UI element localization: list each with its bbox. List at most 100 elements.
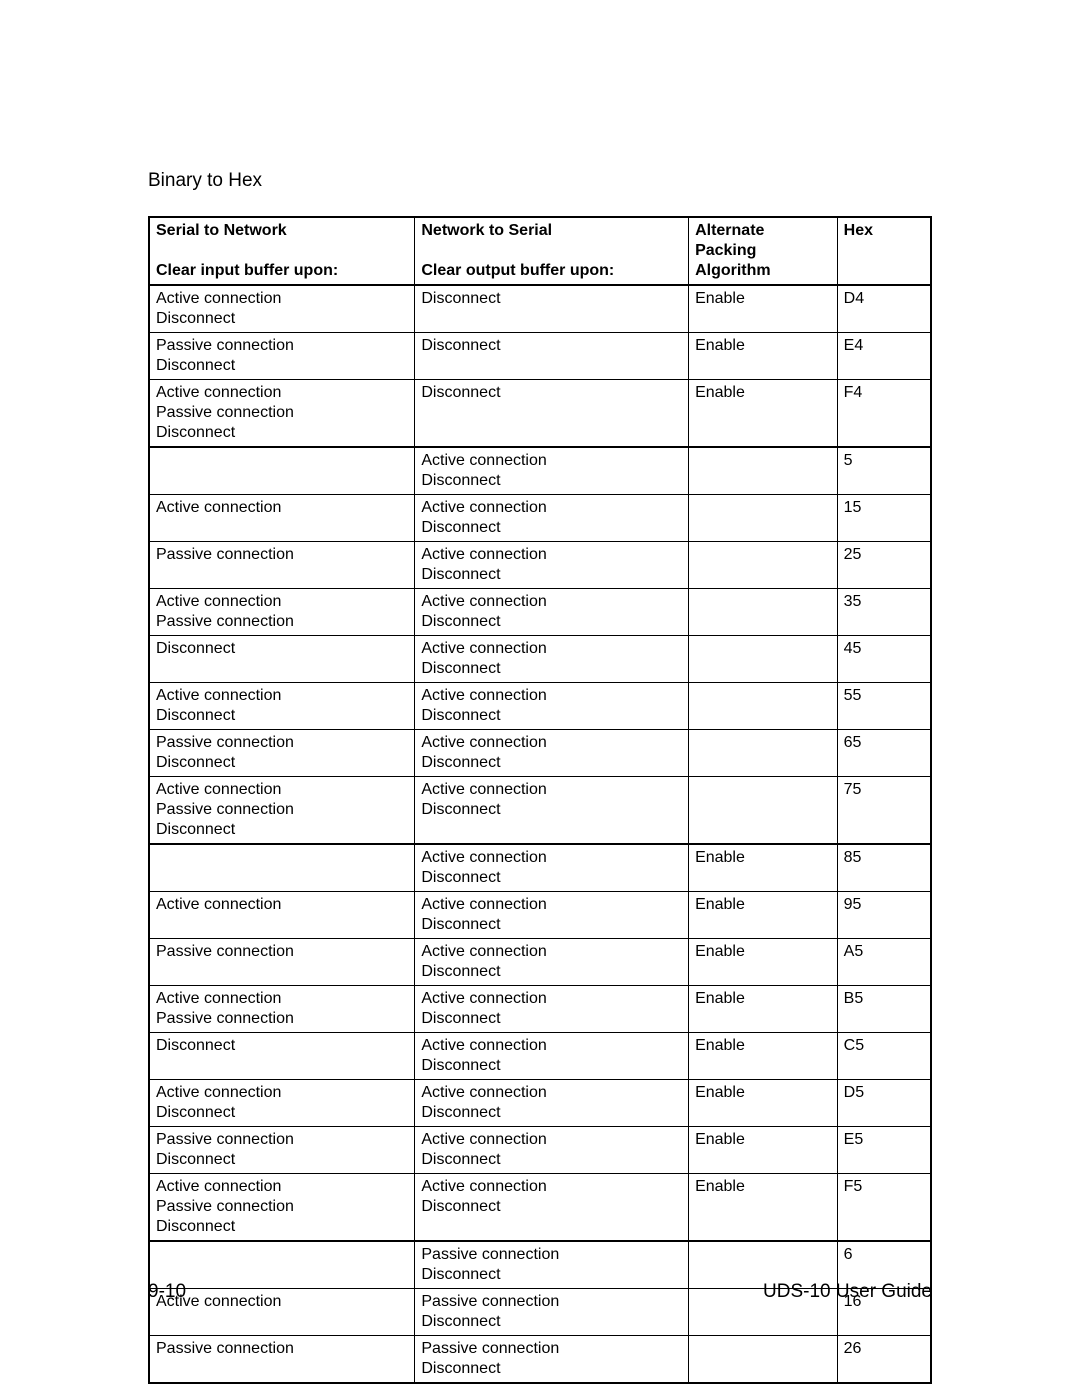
table-cell: Active connectionDisconnect <box>415 636 689 683</box>
table-row: Passive connectionDisconnectActive conne… <box>149 730 931 777</box>
table-row: Active connectionPassive connectionDisco… <box>149 380 931 448</box>
table-cell: 25 <box>837 542 931 589</box>
table-cell <box>149 447 415 495</box>
table-cell: Enable <box>689 1080 838 1127</box>
table-row: Active connectionDisconnectEnable85 <box>149 844 931 892</box>
table-row: Active connectionDisconnectActive connec… <box>149 683 931 730</box>
table-cell: Passive connectionDisconnect <box>149 333 415 380</box>
table-cell: Active connectionDisconnect <box>149 683 415 730</box>
table-row: Active connectionDisconnect 5 <box>149 447 931 495</box>
table-row: Active connectionPassive connectionDisco… <box>149 1174 931 1242</box>
table-header: Serial to Network Clear input buffer upo… <box>149 217 931 285</box>
table-cell: Enable <box>689 285 838 333</box>
table-cell: 85 <box>837 844 931 892</box>
footer-page-number: 9-10 <box>148 1281 186 1303</box>
table-cell: Active connectionDisconnect <box>415 542 689 589</box>
table-cell: Active connectionDisconnect <box>415 986 689 1033</box>
table-cell: Passive connectionDisconnect <box>149 730 415 777</box>
table-cell: Active connectionDisconnect <box>415 892 689 939</box>
table-cell <box>689 542 838 589</box>
table-row: Active connectionPassive connectionDisco… <box>149 777 931 845</box>
table-cell: Passive connectionDisconnect <box>415 1336 689 1384</box>
col-header-alternate-packing: Alternate Packing Algorithm <box>689 217 838 285</box>
table-row: Active connectionActive connectionDiscon… <box>149 892 931 939</box>
table-row: DisconnectActive connectionDisconnectEna… <box>149 1033 931 1080</box>
table-cell: Disconnect <box>149 1033 415 1080</box>
table-cell: C5 <box>837 1033 931 1080</box>
table-cell: Enable <box>689 939 838 986</box>
table-cell: 26 <box>837 1336 931 1384</box>
table-cell <box>689 636 838 683</box>
table-row: Passive connectionPassive connectionDisc… <box>149 1336 931 1384</box>
table-cell: 45 <box>837 636 931 683</box>
table-cell: Active connectionDisconnect <box>415 1080 689 1127</box>
table-cell: Disconnect <box>415 285 689 333</box>
table-cell <box>689 495 838 542</box>
table-cell: 95 <box>837 892 931 939</box>
col-header-hex: Hex <box>837 217 931 285</box>
page-title: Binary to Hex <box>148 170 932 192</box>
table-cell: Active connectionDisconnect <box>415 730 689 777</box>
table-cell: Active connectionPassive connection <box>149 589 415 636</box>
table-cell: Active connectionPassive connectionDisco… <box>149 380 415 448</box>
table-row: Active connectionPassive connectionActiv… <box>149 589 931 636</box>
table-cell <box>689 589 838 636</box>
page-footer: 9-10 UDS-10 User Guide <box>148 1281 932 1303</box>
table-cell <box>149 844 415 892</box>
table-cell: Enable <box>689 1174 838 1242</box>
table-cell <box>689 1336 838 1384</box>
table-cell: Active connection <box>149 892 415 939</box>
binary-to-hex-table: Serial to Network Clear input buffer upo… <box>148 216 932 1384</box>
table-body: Active connectionDisconnectDisconnectEna… <box>149 285 931 1383</box>
table-cell <box>689 730 838 777</box>
table-cell: A5 <box>837 939 931 986</box>
table-cell: Active connectionDisconnect <box>415 589 689 636</box>
table-cell: Active connectionDisconnect <box>415 495 689 542</box>
col-header-serial-to-network: Serial to Network Clear input buffer upo… <box>149 217 415 285</box>
table-cell: Active connectionDisconnect <box>415 1033 689 1080</box>
table-cell: Active connectionDisconnect <box>149 285 415 333</box>
table-cell: Active connectionPassive connection <box>149 986 415 1033</box>
table-cell: Active connectionPassive connectionDisco… <box>149 1174 415 1242</box>
table-cell: Passive connection <box>149 939 415 986</box>
table-row: Passive connectionActive connectionDisco… <box>149 939 931 986</box>
table-row: Active connectionDisconnectDisconnectEna… <box>149 285 931 333</box>
table-cell: Disconnect <box>149 636 415 683</box>
table-cell <box>689 777 838 845</box>
table-cell: Active connectionDisconnect <box>415 447 689 495</box>
table-row: Passive connectionDisconnectActive conne… <box>149 1127 931 1174</box>
table-cell: 5 <box>837 447 931 495</box>
table-cell: Active connectionPassive connectionDisco… <box>149 777 415 845</box>
table-cell: 65 <box>837 730 931 777</box>
table-cell: Passive connectionDisconnect <box>149 1127 415 1174</box>
table-cell: Active connectionDisconnect <box>415 683 689 730</box>
table-cell <box>689 683 838 730</box>
table-cell <box>689 447 838 495</box>
table-cell: Enable <box>689 844 838 892</box>
table-cell: Active connectionDisconnect <box>415 1174 689 1242</box>
table-cell: 15 <box>837 495 931 542</box>
table-row: Passive connectionDisconnectDisconnectEn… <box>149 333 931 380</box>
table-cell: Passive connection <box>149 542 415 589</box>
table-cell: Active connectionDisconnect <box>149 1080 415 1127</box>
table-cell: E5 <box>837 1127 931 1174</box>
table-row: DisconnectActive connectionDisconnect 45 <box>149 636 931 683</box>
table-cell: 55 <box>837 683 931 730</box>
table-cell: Enable <box>689 892 838 939</box>
page: Binary to Hex Serial to Network Clear in… <box>0 0 1080 1397</box>
table-cell: D5 <box>837 1080 931 1127</box>
table-cell: Passive connection <box>149 1336 415 1384</box>
table-row: Active connectionPassive connectionActiv… <box>149 986 931 1033</box>
table-cell: Enable <box>689 333 838 380</box>
table-cell: Enable <box>689 986 838 1033</box>
col-header-network-to-serial: Network to Serial Clear output buffer up… <box>415 217 689 285</box>
table-cell: E4 <box>837 333 931 380</box>
table-cell: Enable <box>689 380 838 448</box>
table-cell: Active connectionDisconnect <box>415 939 689 986</box>
table-cell: F5 <box>837 1174 931 1242</box>
table-cell: B5 <box>837 986 931 1033</box>
table-cell: Active connection <box>149 495 415 542</box>
table-row: Passive connectionActive connectionDisco… <box>149 542 931 589</box>
table-cell: Enable <box>689 1127 838 1174</box>
footer-doc-title: UDS-10 User Guide <box>763 1281 932 1303</box>
